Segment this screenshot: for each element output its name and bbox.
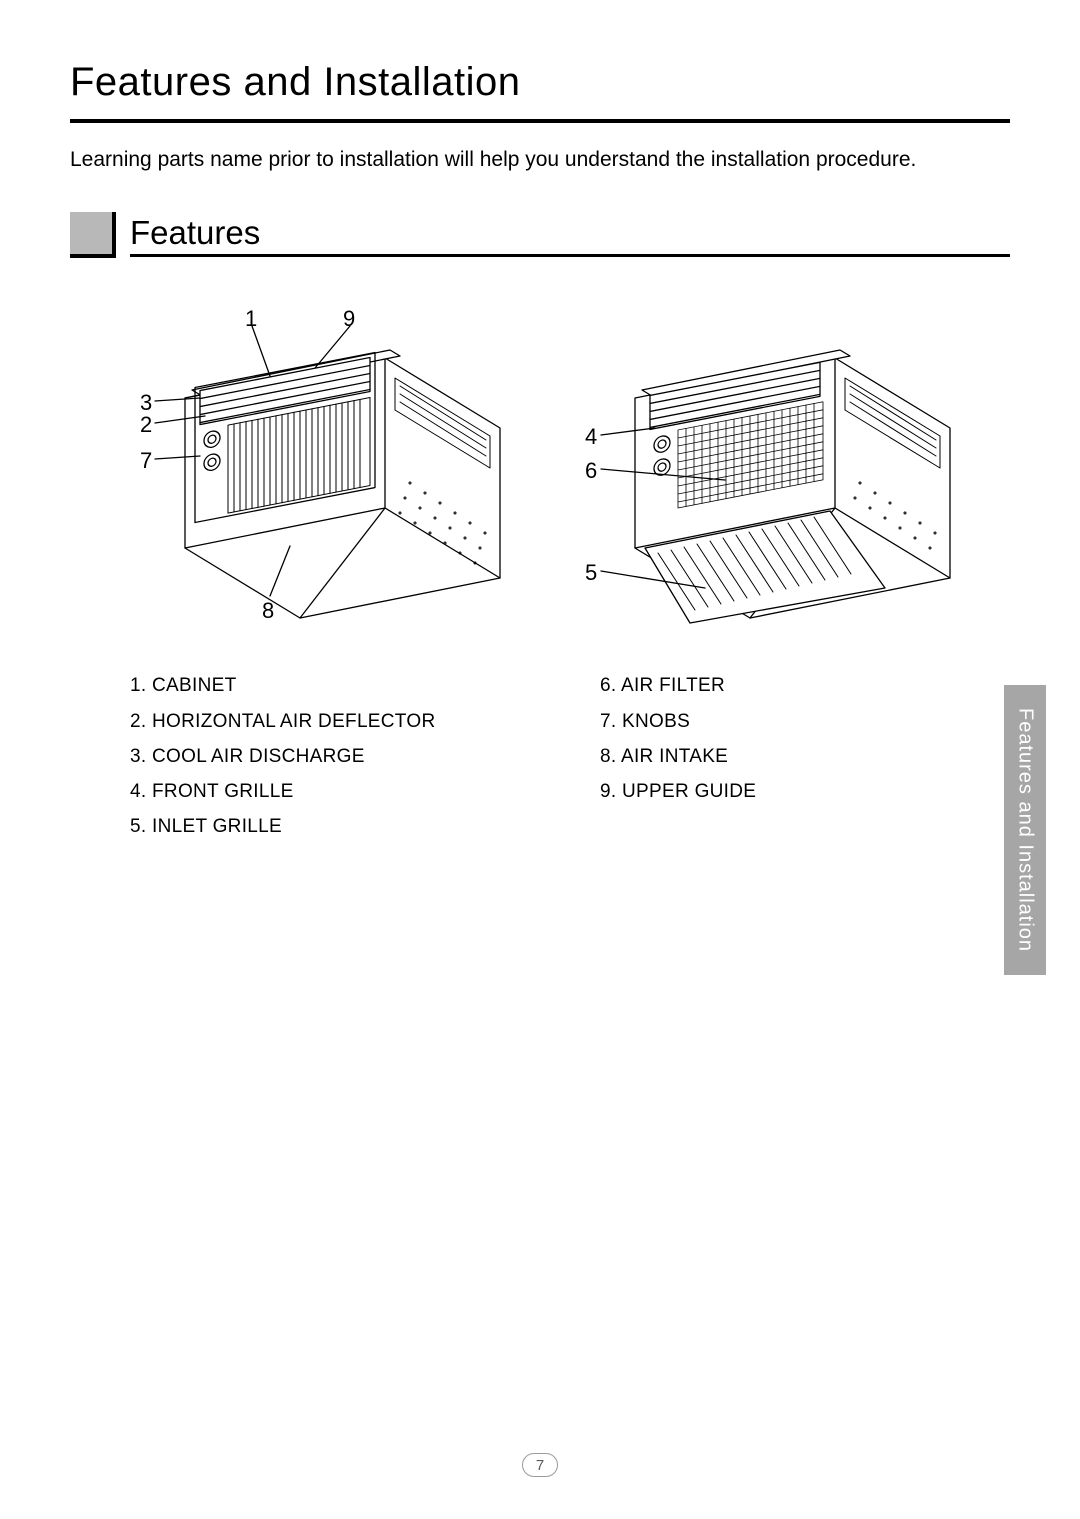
diagram-row: 193278 (70, 298, 1010, 628)
diagram-left: 193278 (100, 298, 535, 628)
side-tab: Features and Installation (1004, 685, 1046, 975)
parts-list-item: 7. KNOBS (600, 704, 1010, 739)
parts-list: 1. CABINET2. HORIZONTAL AIR DEFLECTOR3. … (70, 668, 1010, 844)
parts-list-item: 2. HORIZONTAL AIR DEFLECTOR (130, 704, 540, 739)
parts-list-item: 3. COOL AIR DISCHARGE (130, 739, 540, 774)
parts-list-item: 1. CABINET (130, 668, 540, 703)
callout-number: 6 (585, 458, 597, 484)
page-number: 7 (522, 1453, 558, 1477)
callout-number: 9 (343, 306, 355, 332)
ac-unit-open-svg (575, 298, 995, 628)
callout-number: 5 (585, 560, 597, 586)
parts-list-item: 9. UPPER GUIDE (600, 774, 1010, 809)
intro-text: Learning parts name prior to installatio… (70, 145, 1010, 174)
manual-page: Features and Installation Learning parts… (0, 0, 1080, 1519)
parts-list-item: 6. AIR FILTER (600, 668, 1010, 703)
callout-number: 8 (262, 598, 274, 624)
callout-number: 4 (585, 424, 597, 450)
section-header: Features (70, 212, 1010, 258)
parts-list-item: 4. FRONT GRILLE (130, 774, 540, 809)
parts-col-1: 1. CABINET2. HORIZONTAL AIR DEFLECTOR3. … (130, 668, 540, 844)
section-marker-box (70, 212, 116, 258)
callout-number: 7 (140, 448, 152, 474)
parts-list-item: 8. AIR INTAKE (600, 739, 1010, 774)
ac-unit-closed-svg (100, 298, 520, 628)
parts-list-item: 5. INLET GRILLE (130, 809, 540, 844)
diagram-right: 4 6 5 (575, 298, 1010, 628)
callout-number: 2 (140, 412, 152, 438)
title-rule (70, 119, 1010, 123)
page-title: Features and Installation (70, 60, 1010, 105)
section-title: Features (130, 214, 1010, 252)
side-tab-text: Features and Installation (1014, 708, 1037, 952)
parts-col-2: 6. AIR FILTER7. KNOBS8. AIR INTAKE9. UPP… (600, 668, 1010, 844)
callout-number: 1 (245, 306, 257, 332)
section-title-wrap: Features (130, 214, 1010, 257)
